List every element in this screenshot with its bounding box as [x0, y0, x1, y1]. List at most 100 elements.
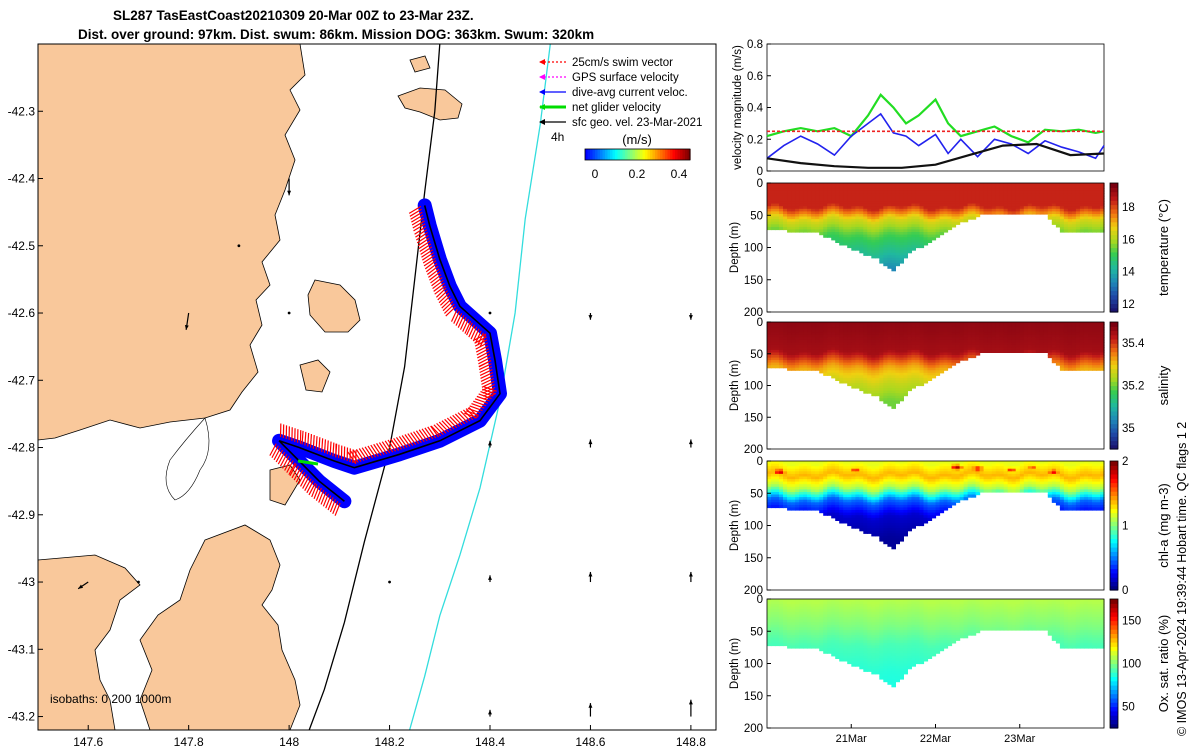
section-cell	[831, 481, 836, 485]
swim-vector	[449, 416, 460, 427]
section-cell	[919, 211, 925, 215]
section-cell	[887, 362, 892, 366]
section-cell	[907, 494, 912, 498]
section-cell	[923, 370, 929, 374]
section-cell	[895, 260, 900, 264]
section-cell	[831, 229, 836, 233]
section-cell	[943, 479, 949, 483]
section-cell	[779, 226, 784, 231]
section-cell	[1096, 324, 1101, 328]
section-cell	[839, 463, 844, 467]
section-cell	[959, 198, 965, 202]
section-cell	[911, 502, 916, 506]
section-cell	[1100, 224, 1105, 228]
section-cell	[891, 219, 896, 223]
section-cell	[787, 201, 792, 205]
section-cell	[903, 479, 908, 483]
section-cell	[1035, 347, 1041, 351]
section-cell	[923, 481, 929, 485]
section-cell	[1055, 334, 1061, 338]
section-cell	[791, 339, 796, 343]
section-cell	[903, 393, 908, 397]
section-cell	[963, 193, 969, 197]
section-cell	[903, 380, 908, 384]
section-cell	[935, 489, 941, 493]
section-cell	[915, 502, 920, 506]
section-cell	[899, 468, 904, 472]
section-cell	[883, 522, 888, 527]
section-cell	[987, 337, 993, 341]
section-cell	[875, 334, 880, 338]
section-cell	[899, 244, 904, 249]
section-cell	[815, 221, 820, 225]
section-cell	[923, 349, 929, 353]
section-cell	[1015, 188, 1021, 192]
section-cell	[931, 375, 937, 379]
section-cell	[927, 224, 933, 228]
swim-vector	[457, 315, 465, 328]
section-cell	[967, 481, 973, 485]
colorbar-cell	[677, 149, 681, 160]
swim-vector	[302, 476, 310, 489]
swim-vector	[415, 231, 428, 241]
section-cell	[875, 385, 880, 389]
section-cell	[1079, 357, 1085, 361]
section-cell	[959, 188, 965, 192]
section-cell	[963, 476, 969, 480]
section-cell	[851, 234, 856, 238]
section-cell	[835, 208, 840, 212]
swim-vector	[457, 412, 468, 423]
section-cell	[907, 525, 912, 529]
section-cell	[1063, 327, 1069, 331]
section-cell	[1039, 206, 1045, 210]
section-cell	[827, 206, 832, 210]
section-cell	[927, 190, 933, 194]
section-cell	[795, 466, 800, 470]
colorbar-cell	[622, 149, 626, 160]
section-cell	[895, 337, 900, 341]
section-cell	[959, 216, 965, 220]
section-cell	[1027, 327, 1033, 331]
section-cell	[795, 221, 800, 225]
section-cell	[883, 367, 888, 371]
section-cell	[843, 221, 848, 225]
section-cell	[947, 473, 953, 478]
section-cell	[815, 188, 820, 192]
section-cell	[1059, 198, 1065, 202]
section-cell	[783, 339, 788, 343]
map-x-tick-label: 148	[279, 735, 299, 749]
section-cell	[915, 372, 920, 376]
section-cell	[915, 198, 920, 202]
section-cell	[903, 219, 908, 223]
section-cell	[991, 461, 997, 465]
colorbar-cell	[597, 149, 601, 160]
section-cell	[779, 219, 784, 223]
section-cell	[923, 183, 929, 187]
section-cell	[915, 190, 920, 194]
section-cell	[883, 528, 888, 532]
section-cell	[843, 226, 848, 231]
section-cell	[967, 185, 973, 189]
section-cell	[875, 494, 880, 498]
section-cell	[879, 224, 884, 228]
swim-vector	[415, 229, 428, 238]
section-cell	[783, 344, 788, 348]
section-cell	[767, 499, 772, 503]
section-cell	[939, 339, 945, 343]
section-cell	[815, 499, 820, 503]
section-cell	[831, 206, 836, 210]
section-cell	[843, 362, 848, 366]
section-cell	[775, 206, 780, 210]
section-cell	[1011, 329, 1017, 333]
section-cell	[787, 190, 792, 194]
section-cell	[799, 208, 804, 212]
section-cell	[887, 367, 892, 371]
section-cell	[923, 502, 929, 506]
swim-vector	[408, 205, 422, 214]
section-cell	[867, 347, 872, 351]
section-cell	[851, 329, 856, 333]
colorbar-tick-label: 14	[1122, 267, 1135, 279]
section-cell	[879, 185, 884, 189]
section-cell	[883, 214, 888, 218]
section-cell	[1055, 206, 1061, 210]
